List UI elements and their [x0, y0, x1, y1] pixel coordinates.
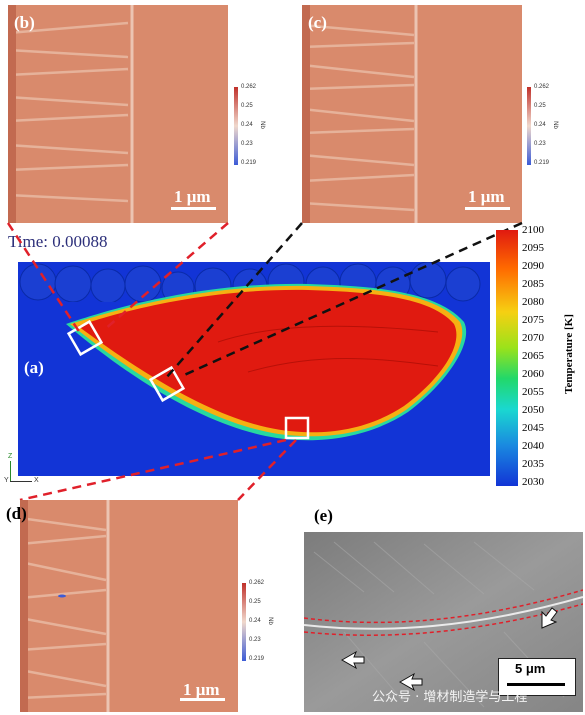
panel-d-scale-label: 1 μm: [183, 680, 220, 699]
panel-c-scale-label: 1 μm: [468, 187, 505, 206]
panel-a-label: (a): [24, 358, 44, 377]
temp-tick: 2080: [522, 296, 544, 308]
temp-tick: 2070: [522, 332, 544, 344]
nb-tick: 0.219: [241, 160, 257, 166]
panel-c: (c) 1 μm: [301, 5, 522, 223]
panel-b: (b) 1 μm: [7, 5, 228, 223]
arrow-icon: [398, 672, 423, 692]
arrow-icon: [340, 650, 365, 670]
nb-tick: 0.23: [249, 637, 261, 643]
nb-tick: 0.262: [241, 84, 257, 90]
panel-a-melt-pool: [18, 261, 490, 476]
panel-e-scalebar-box: 5 μm: [498, 658, 576, 696]
nb-tick: 0.24: [241, 122, 253, 128]
axis-z-label: Z: [8, 453, 13, 460]
nb-colorbar-b-gradient: [234, 87, 238, 165]
nb-tick: 0.262: [534, 84, 550, 90]
temp-tick: 2040: [522, 440, 544, 452]
temperature-colorbar: 2100 2095 2090 2085 2080 2075 2070 2065 …: [496, 224, 584, 488]
temperature-colorbar-title: Temperature [K]: [563, 314, 575, 394]
time-label: Time: 0.00088: [8, 232, 108, 251]
temp-tick: 2060: [522, 368, 544, 380]
nb-tick: 0.24: [249, 618, 261, 624]
panel-d-scalebar: [180, 698, 225, 701]
panel-e-scale-label: 5 μm: [515, 661, 546, 676]
arrow-icon: [541, 607, 558, 629]
temp-tick: 2075: [522, 314, 544, 326]
axis-y-label: Y: [4, 477, 9, 484]
nb-tick: 0.25: [534, 103, 546, 109]
nb-colorbar-d: 0.262 0.25 0.24 0.23 0.219 Nb: [242, 580, 276, 666]
nb-tick: 0.23: [241, 141, 253, 147]
nb-tick: 0.24: [534, 122, 546, 128]
axes-triad: Z Y X: [4, 453, 44, 487]
nb-colorbar-title: Nb: [551, 121, 558, 129]
panel-e-label: (e): [314, 506, 333, 525]
nb-colorbar-c: 0.262 0.25 0.24 0.23 0.219 Nb: [527, 84, 561, 170]
temp-tick: 2045: [522, 422, 544, 434]
temp-tick: 2090: [522, 260, 544, 272]
panel-d-label: (d): [6, 504, 27, 523]
nb-colorbar-d-gradient: [242, 583, 246, 661]
panel-b-label: (b): [14, 13, 35, 32]
panel-b-image: [7, 5, 228, 223]
panel-a: (a): [18, 261, 490, 476]
nb-colorbar-title: Nb: [258, 121, 265, 129]
panel-b-scale-label: 1 μm: [174, 187, 211, 206]
nb-colorbar-title: Nb: [266, 617, 273, 625]
nb-tick: 0.25: [249, 599, 261, 605]
panel-c-label: (c): [308, 13, 327, 32]
temperature-colorbar-gradient: [496, 230, 518, 486]
nb-tick: 0.219: [534, 160, 550, 166]
nb-tick: 0.23: [534, 141, 546, 147]
watermark: 公众号 · 增材制造学与工程: [372, 690, 528, 705]
temp-tick: 2085: [522, 278, 544, 290]
temp-tick: 2095: [522, 242, 544, 254]
panel-c-image: [301, 5, 522, 223]
panel-d-image: [19, 500, 238, 712]
temp-tick: 2065: [522, 350, 544, 362]
panel-e: 5 μm 公众号 · 增材制造学与工程: [304, 532, 583, 712]
panel-d: (d) 1 μm: [6, 500, 238, 712]
temp-tick: 2100: [522, 224, 544, 236]
temp-tick: 2050: [522, 404, 544, 416]
nb-tick: 0.219: [249, 656, 265, 662]
nb-colorbar-b: 0.262 0.25 0.24 0.23 0.219 Nb: [234, 84, 268, 170]
axis-x-label: X: [34, 477, 39, 484]
panel-e-scalebar: [507, 683, 565, 686]
temp-tick: 2035: [522, 458, 544, 470]
nb-tick: 0.25: [241, 103, 253, 109]
nb-colorbar-c-gradient: [527, 87, 531, 165]
panel-b-scalebar: [171, 207, 216, 210]
panel-c-scalebar: [465, 207, 510, 210]
temp-tick: 2055: [522, 386, 544, 398]
temp-tick: 2030: [522, 476, 544, 488]
nb-tick: 0.262: [249, 580, 265, 586]
